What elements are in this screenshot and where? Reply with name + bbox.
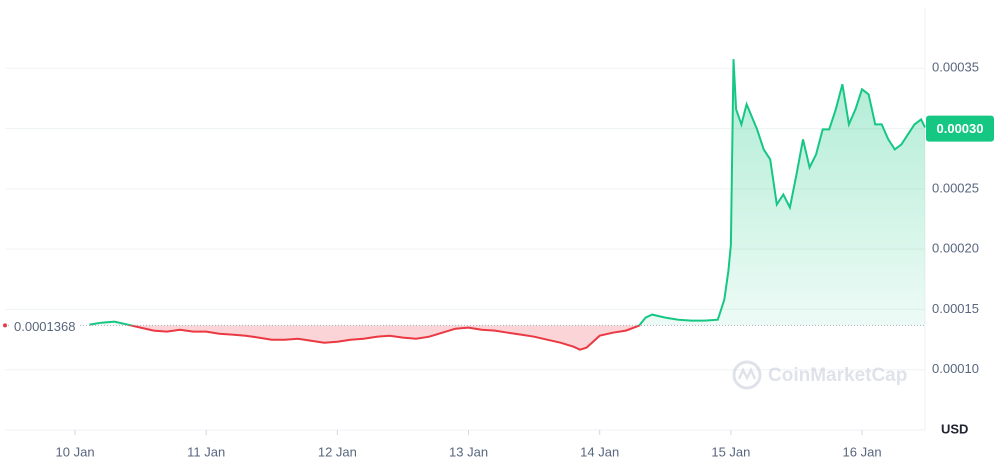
price-line-down (89, 325, 641, 351)
x-tick-label: 14 Jan (580, 444, 619, 459)
y-tick-label: 0.00025 (932, 180, 979, 195)
area-down (89, 325, 925, 350)
x-tick-label: 12 Jan (318, 444, 357, 459)
x-tick-label: 10 Jan (56, 444, 95, 459)
y-tick-label: 0.00035 (932, 60, 979, 75)
y-tick-label: 0.00010 (932, 361, 979, 376)
price-line-up (89, 59, 926, 326)
last-price-label: 0.00030 (937, 121, 984, 136)
watermark-text: CoinMarketCap (768, 365, 907, 386)
currency-label: USD (941, 421, 968, 436)
last-price-badge (926, 115, 994, 142)
baseline-label: 0.0001368 (14, 319, 75, 334)
x-tick-label: 13 Jan (449, 444, 488, 459)
baseline-marker (3, 323, 7, 328)
baseline-label-bg (11, 317, 79, 335)
y-tick-label: 0.00015 (932, 301, 979, 316)
y-tick-label: 0.00020 (932, 241, 979, 256)
x-tick-label: 15 Jan (711, 444, 750, 459)
area-up (89, 59, 925, 326)
x-tick-label: 16 Jan (843, 444, 882, 459)
watermark: CoinMarketCap (732, 360, 907, 390)
x-tick-label: 11 Jan (187, 444, 225, 459)
